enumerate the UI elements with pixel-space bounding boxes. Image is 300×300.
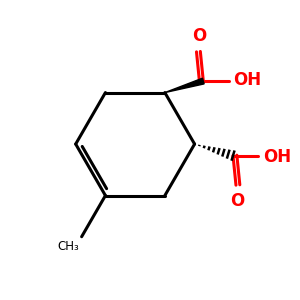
Text: O: O bbox=[192, 27, 206, 45]
Text: CH₃: CH₃ bbox=[57, 240, 79, 253]
Text: O: O bbox=[230, 192, 244, 210]
Text: OH: OH bbox=[263, 148, 291, 166]
Polygon shape bbox=[165, 78, 204, 93]
Text: OH: OH bbox=[233, 70, 261, 88]
